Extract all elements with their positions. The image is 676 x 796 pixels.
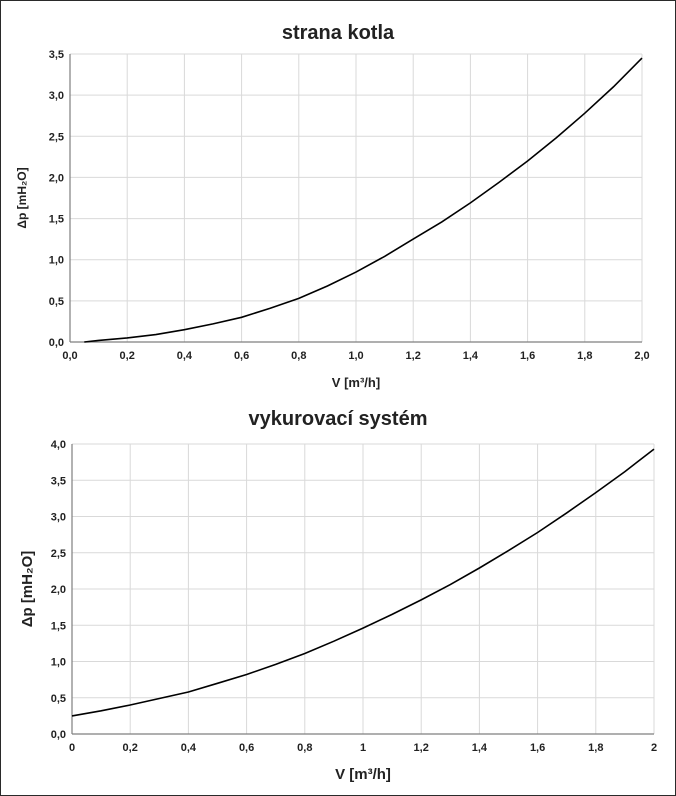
x-tick-label: 1,8 <box>588 742 603 754</box>
x-tick-label: 0,6 <box>239 742 254 754</box>
x-tick-label: 1,4 <box>463 350 479 362</box>
x-tick-label: 0,8 <box>297 742 312 754</box>
y-tick-label: 2,5 <box>49 131 64 143</box>
chart-1-title: strana kotla <box>281 22 395 44</box>
y-tick-label: 1,5 <box>49 214 64 226</box>
y-tick-label: 3,0 <box>49 90 64 102</box>
y-tick-label: 0,0 <box>51 729 66 741</box>
x-tick-label: 1,6 <box>520 350 535 362</box>
x-tick-label: 0,0 <box>62 350 77 362</box>
x-tick-label: 1,0 <box>348 350 363 362</box>
x-tick-label: 0,2 <box>123 742 138 754</box>
x-tick-label: 2,0 <box>634 350 649 362</box>
chart-2-title: vykurovací systém <box>248 408 428 430</box>
x-tick-label: 1,6 <box>530 742 545 754</box>
y-tick-label: 2,5 <box>51 548 66 560</box>
y-axis-label: Δp [mH₂O] <box>15 167 29 228</box>
x-axis-label: V [m³/h] <box>335 766 391 783</box>
x-tick-label: 0,4 <box>181 742 197 754</box>
y-tick-label: 1,0 <box>51 657 66 669</box>
y-tick-label: 3,5 <box>51 475 66 487</box>
x-tick-label: 1,8 <box>577 350 592 362</box>
x-tick-label: 0,4 <box>177 350 193 362</box>
y-tick-label: 0,0 <box>49 337 64 349</box>
x-axis-label: V [m³/h] <box>332 375 380 390</box>
x-tick-label: 1,2 <box>406 350 421 362</box>
x-tick-label: 0 <box>69 742 75 754</box>
x-tick-label: 1,2 <box>414 742 429 754</box>
y-tick-label: 2,0 <box>51 584 66 596</box>
series-line <box>71 448 655 717</box>
series-line <box>84 57 643 343</box>
x-tick-label: 0,6 <box>234 350 249 362</box>
chart-1-plot: 0,0 0,2 0,4 0,6 0,8 1,0 1,2 1,4 1,6 1,8 2,0 0,0 0,5 1… <box>15 49 650 390</box>
y-tick-label: 0,5 <box>51 693 66 705</box>
x-tick-label: 1,4 <box>472 742 488 754</box>
y-tick-label: 2,0 <box>49 172 64 184</box>
y-tick-label: 0,5 <box>49 296 64 308</box>
y-tick-label: 1,5 <box>51 620 66 632</box>
x-tick-label: 0,2 <box>120 350 135 362</box>
y-tick-label: 1,0 <box>49 255 64 267</box>
y-tick-label: 3,5 <box>49 49 64 61</box>
y-axis-label: Δp [mH₂O] <box>19 551 36 628</box>
x-tick-label: 0,8 <box>291 350 306 362</box>
y-tick-label: 3,0 <box>51 512 66 524</box>
y-tick-label: 4,0 <box>51 439 66 451</box>
x-tick-label: 1 <box>360 742 366 754</box>
x-tick-label: 2 <box>651 742 657 754</box>
